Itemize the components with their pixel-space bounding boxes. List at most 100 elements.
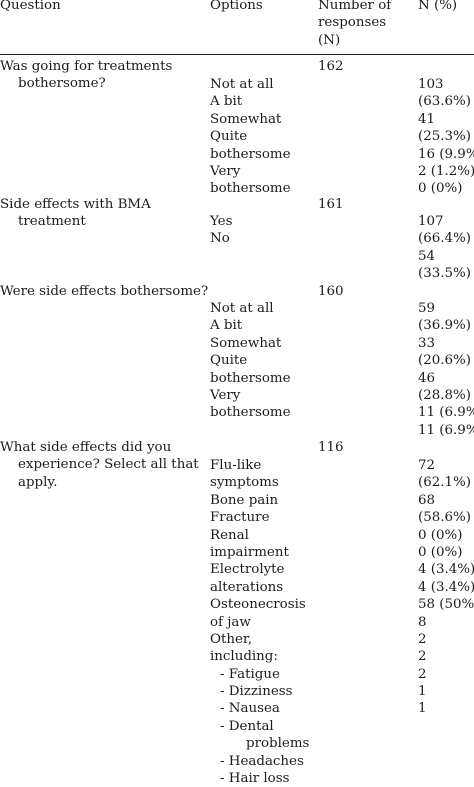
n-value: 0 (0%) [418, 527, 463, 543]
n-value: 0 (0%) [418, 181, 463, 197]
n-value: (63.6%) [418, 94, 471, 110]
option-item: Other, [210, 631, 253, 647]
n-value: (36.9%) [418, 318, 471, 334]
question-line: treatment [18, 214, 86, 230]
header-question: Question [0, 0, 61, 13]
n-value: (62.1%) [418, 475, 471, 491]
n-value: 58 (50%) [418, 597, 474, 613]
row-4-options: Flu-like symptoms Bone pain Fracture Ren… [210, 457, 309, 787]
row-3-options: Not at all A bit Somewhat Quite botherso… [210, 300, 291, 422]
row-2-n: 107 (66.4%) 54 (33.5%) [418, 213, 471, 283]
question-line: Side effects with BMA [0, 197, 151, 212]
row-4-responses: 116 [318, 440, 344, 455]
option-sub-item: - Hair loss [220, 771, 290, 787]
n-value: 11 (6.9%) [418, 405, 474, 421]
n-value: 68 [418, 492, 436, 508]
n-value: 1 [418, 684, 427, 700]
header-n-percent: N (%) [418, 0, 458, 13]
n-value: 2 [418, 649, 427, 665]
question-line: What side effects did you [0, 440, 172, 455]
row-1-question: Was going for treatments bothersome? [0, 58, 172, 93]
header-options: Options [210, 0, 263, 13]
n-value: 59 [418, 301, 436, 316]
n-value: 72 [418, 458, 436, 473]
n-value: (25.3%) [418, 129, 471, 145]
option-item: No [210, 231, 230, 247]
n-value: 0 (0%) [418, 544, 463, 560]
option-item: Quite [210, 129, 248, 145]
row-4-n: 72 (62.1%) 68 (58.6%) 0 (0%) 0 (0%) 4 (3… [418, 457, 474, 718]
option-item: Not at all [210, 301, 274, 316]
row-4-question: What side effects did you experience? Se… [0, 439, 199, 491]
option-item: Somewhat [210, 335, 282, 351]
n-value: 4 (3.4%) [418, 562, 474, 578]
header-responses-line: (N) [318, 32, 341, 48]
option-item: Very [210, 387, 241, 403]
option-sub-item: - Dental [220, 718, 274, 734]
n-value: 103 [418, 77, 444, 92]
option-item: Osteonecrosis [210, 597, 306, 613]
option-item: Yes [210, 214, 233, 229]
n-value: 46 [418, 370, 436, 386]
option-item: bothersome [210, 370, 291, 386]
option-item: bothersome [210, 405, 291, 421]
n-value: 16 (9.9%) [418, 146, 474, 162]
option-item: A bit [210, 94, 243, 110]
header-number-of-responses: Number of responses (N) [318, 0, 391, 49]
question-line: apply. [18, 474, 58, 490]
row-1-options: Not at all A bit Somewhat Quite botherso… [210, 76, 291, 198]
option-item: bothersome [210, 181, 291, 197]
row-2-responses: 161 [318, 197, 344, 212]
option-item: Electrolyte [210, 562, 285, 578]
n-value: 2 (1.2%) [418, 163, 474, 179]
row-3-n: 59 (36.9%) 33 (20.6%) 46 (28.8%) 11 (6.9… [418, 300, 474, 439]
n-value: (58.6%) [418, 510, 471, 526]
n-value: 1 [418, 701, 427, 717]
n-value: 107 [418, 214, 444, 229]
header-responses-line: Number of [318, 0, 392, 13]
option-sub-item: - Headaches [220, 753, 304, 769]
option-item: including: [210, 649, 278, 665]
n-value: 54 [418, 248, 436, 264]
row-3-responses: 160 [318, 284, 344, 299]
option-item: bothersome [210, 146, 291, 162]
option-item: Fracture [210, 510, 270, 526]
option-sub-item: - Fatigue [220, 666, 280, 682]
option-item: Not at all [210, 77, 274, 92]
option-sub-item: - Nausea [220, 701, 280, 717]
option-item: alterations [210, 579, 284, 595]
question-line: Were side effects bothersome? [0, 284, 209, 299]
option-sub-item: problems [246, 736, 310, 752]
row-2-question: Side effects with BMA treatment [0, 196, 151, 231]
option-item: Flu-like [210, 458, 262, 473]
n-value: 2 [418, 631, 427, 647]
n-value: (28.8%) [418, 387, 471, 403]
option-item: Renal [210, 527, 249, 543]
row-1-responses: 162 [318, 59, 344, 74]
option-item: Somewhat [210, 111, 282, 127]
option-item: symptoms [210, 475, 279, 491]
header-rule [0, 54, 474, 55]
row-2-options: Yes No [210, 213, 232, 248]
n-value: (33.5%) [418, 266, 471, 282]
header-responses-line: responses [318, 15, 387, 31]
option-item: A bit [210, 318, 243, 334]
option-item: Bone pain [210, 492, 279, 508]
n-value: 41 [418, 111, 436, 127]
row-1-n: 103 (63.6%) 41 (25.3%) 16 (9.9%) 2 (1.2%… [418, 76, 474, 198]
n-value: (66.4%) [418, 231, 471, 247]
row-3-question: Were side effects bothersome? [0, 283, 208, 300]
n-value: 8 [418, 614, 427, 630]
question-line: Was going for treatments [0, 59, 173, 74]
n-value: 33 [418, 335, 436, 351]
option-item: Quite [210, 353, 248, 369]
option-item: impairment [210, 544, 289, 560]
question-line: bothersome? [18, 76, 106, 92]
option-item: of jaw [210, 614, 251, 630]
option-item: Very [210, 163, 241, 179]
option-sub-item: - Dizziness [220, 684, 293, 700]
n-value: 11 (6.9%) [418, 422, 474, 438]
n-value: 4 (3.4%) [418, 579, 474, 595]
n-value: 2 [418, 666, 427, 682]
